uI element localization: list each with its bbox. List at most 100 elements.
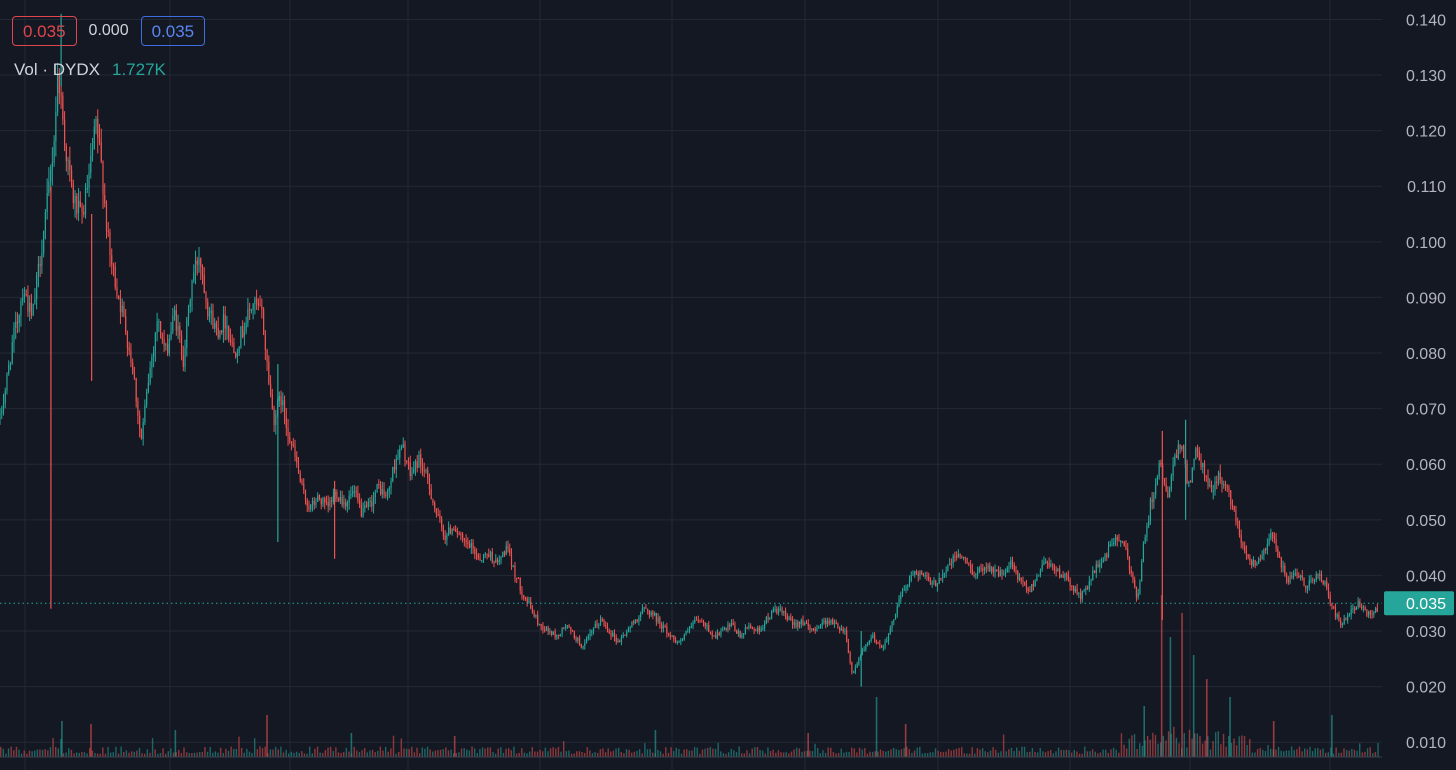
candle-body-350 — [610, 633, 612, 636]
candle-body-520 — [907, 585, 909, 587]
volume-bar-137 — [358, 752, 361, 757]
candle-body-360 — [627, 628, 630, 633]
candle-body-569 — [992, 567, 994, 573]
y-tick-label-13: 0.010 — [1406, 735, 1446, 752]
candle-body-668 — [1165, 483, 1167, 492]
candle-body-145 — [252, 303, 254, 310]
candle-body-407 — [709, 631, 712, 633]
candle-body-20 — [34, 298, 36, 304]
volume-spike-17 — [1272, 721, 1275, 757]
volume-bar-68 — [178, 749, 180, 757]
volume-bar-72 — [188, 752, 190, 757]
volume-bar-516 — [1351, 748, 1353, 757]
candle-body-68 — [118, 295, 120, 300]
volume-bar-133 — [348, 751, 350, 757]
volume-bar-190 — [497, 748, 499, 757]
volume-bar-8 — [20, 753, 23, 757]
candle-body-484 — [844, 630, 846, 632]
close-price-box[interactable]: 0.035 — [140, 16, 206, 46]
open-price-box[interactable]: 0.035 — [12, 16, 77, 46]
candle-body-716 — [1249, 557, 1251, 561]
candle-body-411 — [716, 632, 719, 639]
volume-bar-157 — [411, 746, 413, 757]
candle-body-315 — [549, 631, 551, 633]
candle-body-314 — [547, 627, 549, 632]
candle-body-29 — [50, 169, 52, 182]
volume-bar-309 — [809, 750, 811, 757]
candle-body-269 — [468, 543, 471, 548]
candle-body-313 — [545, 627, 547, 631]
candle-body-53 — [91, 148, 94, 156]
candle-body-754 — [1315, 574, 1317, 581]
candle-body-529 — [922, 574, 925, 576]
volume-bar-45 — [117, 753, 120, 757]
volume-bar-149 — [390, 748, 392, 757]
candle-body-242 — [421, 465, 424, 471]
candle-body-42 — [72, 185, 74, 204]
candle-body-341 — [594, 623, 596, 628]
volume-bar-262 — [686, 749, 688, 757]
candle-body-649 — [1132, 573, 1134, 580]
volume-bar-16 — [41, 749, 44, 757]
volume-bar-368 — [963, 753, 966, 757]
volume-spike-10 — [1143, 706, 1146, 757]
candle-body-354 — [617, 640, 619, 642]
volume-bar-213 — [557, 746, 560, 757]
candle-body-245 — [427, 470, 429, 479]
volume-bar-508 — [1330, 747, 1332, 757]
candle-body-538 — [938, 577, 940, 584]
volume-bar-484 — [1267, 745, 1269, 757]
candle-body-392 — [683, 634, 685, 639]
volume-bar-319 — [835, 753, 837, 757]
candle-body-597 — [1041, 564, 1043, 571]
volume-bar-39 — [102, 747, 104, 757]
volume-bar-211 — [552, 747, 554, 757]
volume-bar-454 — [1188, 729, 1191, 757]
candle-body-54 — [93, 127, 95, 149]
candle-body-467 — [814, 628, 816, 631]
candle-body-47 — [81, 207, 83, 212]
candle-body-663 — [1156, 476, 1158, 485]
candle-body-209 — [364, 505, 366, 509]
volume-bar-422 — [1105, 749, 1107, 757]
volume-bar-351 — [919, 746, 921, 757]
volume-bar-125 — [327, 747, 329, 757]
candle-body-485 — [846, 630, 848, 642]
candle-body-121 — [210, 310, 212, 314]
candle-body-74 — [128, 347, 130, 351]
candle-body-427 — [744, 627, 747, 634]
candle-body-582 — [1015, 570, 1017, 572]
candle-body-644 — [1123, 541, 1125, 547]
volume-bar-357 — [934, 748, 937, 757]
candle-body-253 — [441, 519, 443, 528]
volume-bar-51 — [133, 751, 135, 757]
candle-body-391 — [681, 638, 684, 640]
candle-body-477 — [832, 619, 834, 625]
candle-body-304 — [530, 601, 532, 609]
candle-body-133 — [231, 341, 233, 343]
candle-body-534 — [931, 582, 933, 585]
volume-bar-224 — [586, 747, 588, 757]
volume-bar-128 — [335, 747, 337, 757]
candle-body-741 — [1292, 574, 1295, 578]
candle-body-30 — [51, 162, 53, 170]
volume-bar-267 — [699, 753, 701, 757]
volume-bar-290 — [759, 749, 761, 757]
candle-body-386 — [673, 635, 675, 640]
candle-body-756 — [1319, 574, 1321, 576]
candle-body-398 — [694, 619, 696, 623]
volume-bar-178 — [466, 749, 468, 757]
volume-bar-78 — [204, 747, 206, 757]
candle-body-770 — [1343, 618, 1345, 625]
volume-bar-467 — [1222, 733, 1225, 757]
candle-body-606 — [1057, 568, 1059, 572]
candle-body-49 — [84, 188, 87, 215]
candle-body-571 — [996, 569, 998, 571]
candle-body-631 — [1100, 562, 1103, 564]
volume-bar-370 — [968, 753, 971, 757]
candle-body-38 — [65, 146, 67, 161]
candle-body-787 — [1373, 611, 1375, 615]
volume-bar-56 — [146, 749, 149, 757]
candle-body-311 — [542, 626, 544, 631]
